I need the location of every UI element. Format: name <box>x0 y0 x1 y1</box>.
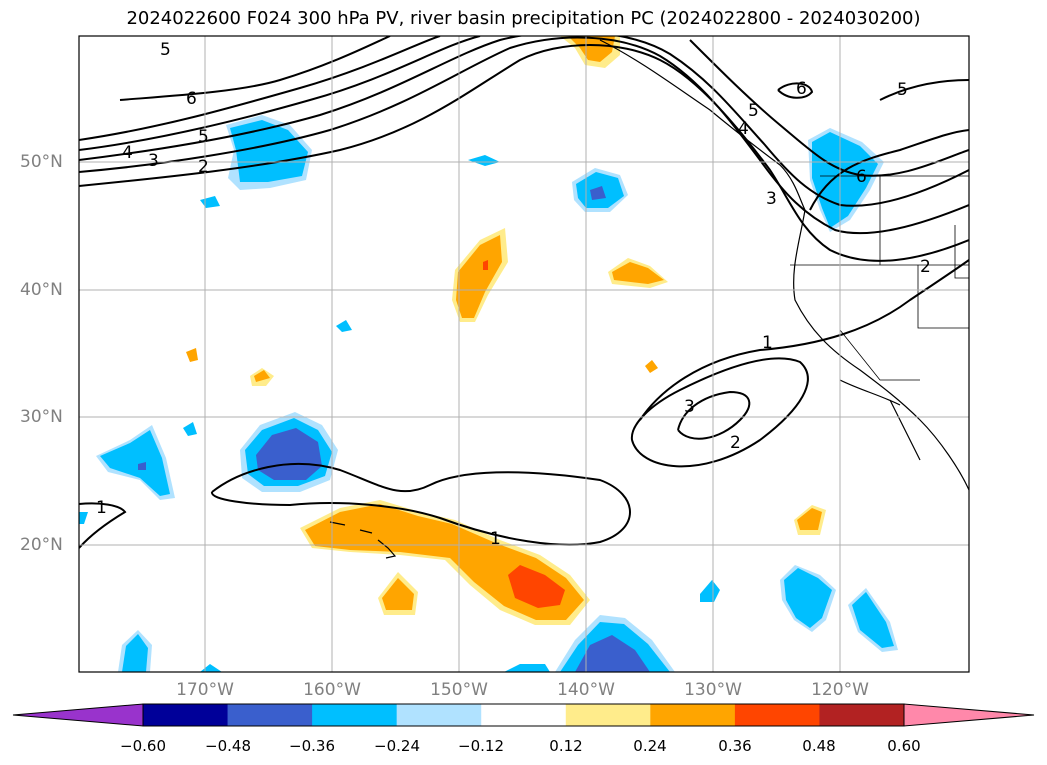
lon-label: 120°W <box>811 680 869 700</box>
contour-label: 2 <box>730 433 741 453</box>
colorbar-tick-label: −0.12 <box>458 737 504 755</box>
borders <box>790 175 969 381</box>
lat-label: 40°N <box>20 280 63 300</box>
contour-label: 6 <box>186 89 197 109</box>
coastlines <box>329 39 969 559</box>
contour-label: 4 <box>738 119 749 139</box>
contour-label: 5 <box>748 101 759 121</box>
lon-label: 150°W <box>430 680 488 700</box>
colorbar-tick-label: 0.48 <box>802 737 836 755</box>
lat-label: 50°N <box>20 152 63 172</box>
colorbar-segment <box>481 704 567 726</box>
colorbar-tick-label: 0.12 <box>549 737 583 755</box>
colorbar-segment <box>650 704 736 726</box>
contour-label: 3 <box>684 397 695 417</box>
colorbar-extend-left <box>12 703 144 727</box>
contour-label: 4 <box>122 143 133 163</box>
colorbar-segment <box>734 704 820 726</box>
colorbar-segment <box>565 704 651 726</box>
lat-label: 30°N <box>20 407 63 427</box>
colorbar <box>12 703 1035 727</box>
contour-label: 1 <box>96 498 107 518</box>
lon-label: 130°W <box>684 680 742 700</box>
contour-label-group: 5 6 5 4 3 2 5 4 3 6 6 5 2 1 3 2 1 1 <box>96 40 931 549</box>
contour-label: 6 <box>796 79 807 99</box>
contour-label: 2 <box>920 257 931 277</box>
colorbar-frame <box>142 703 905 727</box>
colorbar-tick-label: −0.36 <box>289 737 335 755</box>
gridlines <box>79 36 969 672</box>
colorbar-segment <box>312 704 398 726</box>
contour-label: 1 <box>490 529 501 549</box>
contour-label: 5 <box>160 40 171 60</box>
contour-label: 1 <box>762 333 773 353</box>
colorbar-segment <box>227 704 313 726</box>
colorbar-tick-label: −0.24 <box>374 737 420 755</box>
contour-label: 3 <box>766 189 777 209</box>
colorbar-tick-label: −0.48 <box>205 737 251 755</box>
colorbar-segment <box>143 704 229 726</box>
lon-label: 160°W <box>303 680 361 700</box>
colorbar-segment <box>819 704 905 726</box>
map-title: 2024022600 F024 300 hPa PV, river basin … <box>126 8 921 29</box>
lon-label: 170°W <box>176 680 234 700</box>
colorbar-extend-right <box>903 703 1035 727</box>
contour-label: 6 <box>856 167 867 187</box>
colorbar-tick-label: 0.24 <box>633 737 667 755</box>
lon-label: 140°W <box>557 680 615 700</box>
contour-label: 5 <box>897 80 908 100</box>
contour-label: 2 <box>198 157 209 177</box>
colorbar-tick-label: 0.36 <box>718 737 752 755</box>
lat-label: 20°N <box>20 535 63 555</box>
colorbar-tick-label: 0.60 <box>887 737 921 755</box>
plot-frame <box>78 35 970 673</box>
contour-label: 3 <box>148 151 159 171</box>
colorbar-tick-label: −0.60 <box>120 737 166 755</box>
pv-contours <box>79 36 969 549</box>
contour-label: 5 <box>198 127 209 147</box>
colorbar-segment <box>396 704 482 726</box>
